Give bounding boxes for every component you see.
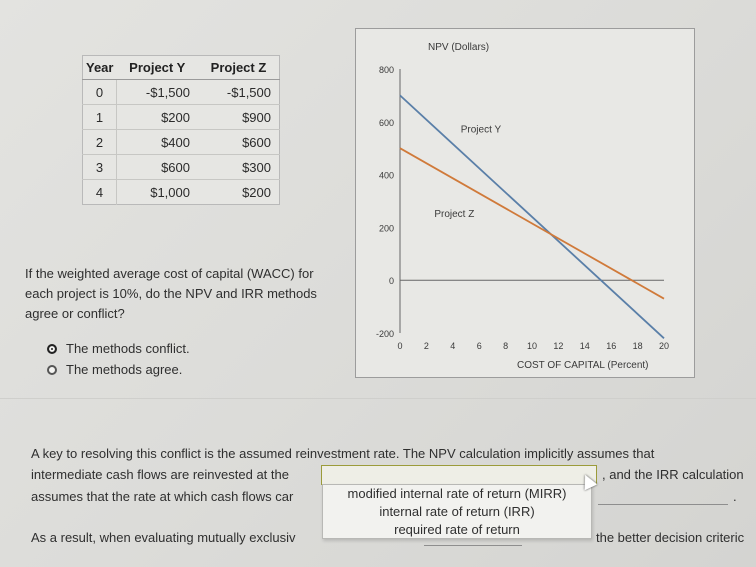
reinvestment-rate-dropdown[interactable] <box>321 465 597 485</box>
chart-title: NPV (Dollars) <box>428 42 489 53</box>
x-tick-label: 0 <box>397 341 402 351</box>
project-y-cell: $400 <box>116 129 198 155</box>
x-tick-label: 2 <box>424 341 429 351</box>
header-year: Year <box>82 55 117 80</box>
dropdown-option-irr[interactable]: internal rate of return (IRR) <box>379 504 535 519</box>
header-project-z: Project Z <box>197 55 280 80</box>
blank-underline <box>598 504 728 505</box>
x-tick-label: 8 <box>503 341 508 351</box>
option-label: The methods conflict. <box>66 341 190 356</box>
year-cell: 4 <box>82 179 117 205</box>
x-tick-label: 14 <box>580 341 590 351</box>
year-cell: 1 <box>82 104 117 130</box>
radio-selected-icon[interactable] <box>47 343 57 354</box>
chart-labels: Project Y Project Z <box>434 124 501 219</box>
project-z-cell: $900 <box>197 104 280 130</box>
paragraph-line-1: A key to resolving this conflict is the … <box>31 446 655 461</box>
year-cell: 3 <box>82 154 117 180</box>
radio-unselected-icon[interactable] <box>47 364 57 375</box>
x-tick-label: 20 <box>659 341 669 351</box>
chart-axes <box>399 69 664 333</box>
table-row: 4 $1,000 $200 <box>82 179 280 205</box>
table-row: 3 $600 $300 <box>82 154 280 180</box>
project-y-label: Project Y <box>461 124 502 135</box>
project-y-cell: -$1,500 <box>116 79 198 105</box>
project-z-label: Project Z <box>434 209 474 220</box>
year-cell: 0 <box>82 79 117 105</box>
series-line-project-z <box>399 147 665 300</box>
x-tick-label: 18 <box>633 341 643 351</box>
project-y-cell: $1,000 <box>116 179 198 205</box>
x-tick-label: 16 <box>606 341 616 351</box>
dropdown-option-mirr[interactable]: modified internal rate of return (MIRR) <box>347 486 567 501</box>
y-tick-label: 600 <box>379 118 394 128</box>
npv-profile-chart: NPV (Dollars) COST OF CAPITAL (Percent) … <box>355 28 695 378</box>
table-header-row: Year Project Y Project Z <box>82 55 280 80</box>
period-text: . <box>733 489 737 504</box>
option-agree[interactable]: The methods agree. <box>47 362 182 377</box>
paragraph-line-4-start: As a result, when evaluating mutually ex… <box>31 530 296 545</box>
dropdown-option-required-rate[interactable]: required rate of return <box>394 522 520 537</box>
paragraph-line-2-end: , and the IRR calculation <box>602 467 744 482</box>
x-tick-label: 6 <box>477 341 482 351</box>
x-tick-label: 4 <box>450 341 455 351</box>
x-axis-label: COST OF CAPITAL (Percent) <box>517 360 649 371</box>
project-y-cell: $200 <box>116 104 198 130</box>
project-z-cell: $300 <box>197 154 280 180</box>
year-cell: 2 <box>82 129 117 155</box>
chart-svg: NPV (Dollars) COST OF CAPITAL (Percent) … <box>376 42 669 371</box>
paragraph-line-2-start: intermediate cash flows are reinvested a… <box>31 467 289 482</box>
option-label: The methods agree. <box>66 362 183 377</box>
x-tick-label: 12 <box>553 341 563 351</box>
dropdown-options-list[interactable]: modified internal rate of return (MIRR) … <box>322 484 592 539</box>
project-y-cell: $600 <box>116 154 198 180</box>
section-divider <box>0 398 756 399</box>
cash-flow-table: Year Project Y Project Z 0 -$1,500 -$1,5… <box>82 55 280 205</box>
blank-underline <box>424 545 522 546</box>
paragraph-line-4-end: the better decision criteric <box>596 530 745 545</box>
chart-series <box>399 94 665 339</box>
project-z-cell: -$1,500 <box>197 79 280 105</box>
y-tick-label: 800 <box>379 65 394 75</box>
x-tick-label: 10 <box>527 341 537 351</box>
option-conflict[interactable]: The methods conflict. <box>47 341 190 356</box>
question-text: If the weighted average cost of capital … <box>25 266 317 321</box>
y-tick-label: -200 <box>376 329 394 339</box>
paragraph-line-3-start: assumes that the rate at which cash flow… <box>31 489 294 504</box>
series-line-project-y <box>399 94 665 339</box>
project-z-cell: $200 <box>197 179 280 205</box>
table-row: 0 -$1,500 -$1,500 <box>82 79 280 105</box>
y-tick-label: 400 <box>379 171 394 181</box>
table-row: 2 $400 $600 <box>82 129 280 155</box>
y-tick-label: 0 <box>389 276 394 286</box>
header-project-y: Project Y <box>116 55 198 80</box>
project-z-cell: $600 <box>197 129 280 155</box>
table-row: 1 $200 $900 <box>82 104 280 130</box>
y-tick-label: 200 <box>379 223 394 233</box>
